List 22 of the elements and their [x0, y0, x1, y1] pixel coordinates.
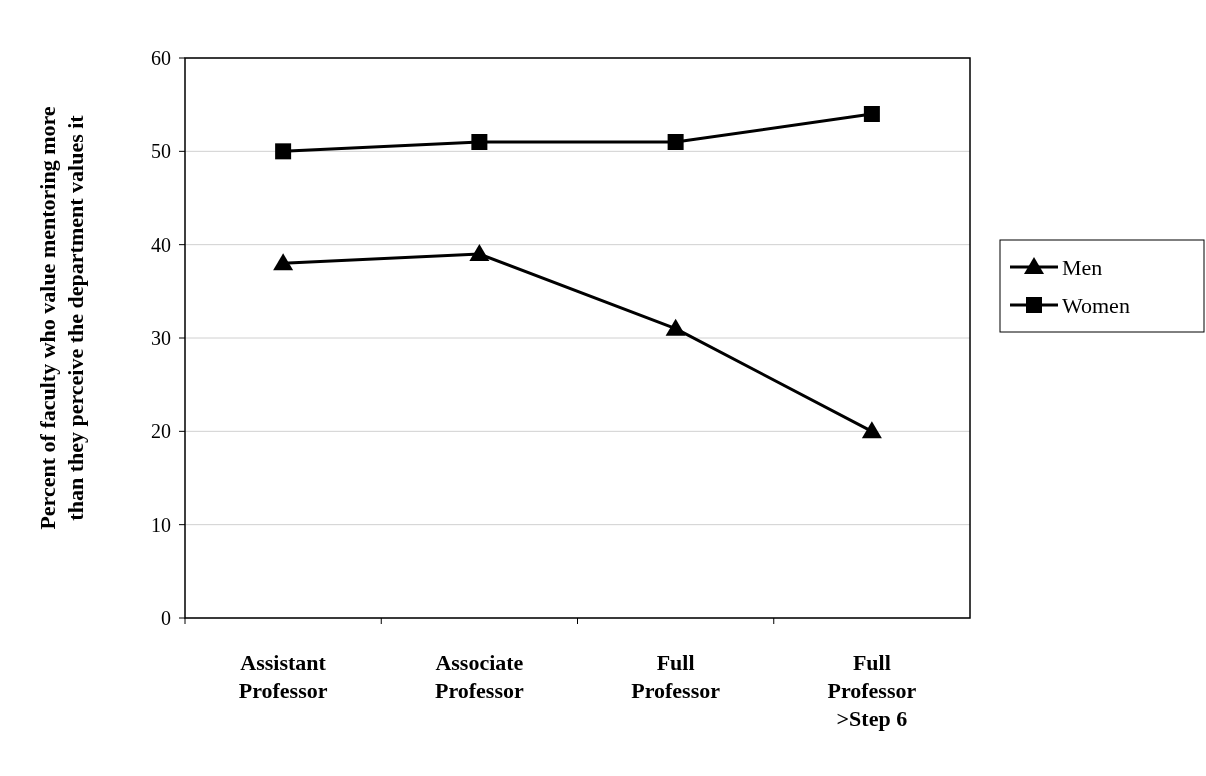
point [665, 318, 686, 336]
x-tick-label: Full Professor [631, 650, 721, 703]
legend-label: Women [1062, 292, 1130, 318]
x-tick-label: Assistant Professor [238, 650, 328, 703]
y-tick-label: 0 [161, 607, 171, 629]
point [469, 244, 490, 261]
y-tick-label: 20 [151, 420, 171, 443]
y-tick-label: 30 [151, 327, 171, 349]
y-tick-label: 10 [151, 513, 171, 536]
x-tick-label: Associate Professor [434, 650, 524, 703]
point [667, 134, 684, 150]
legend-label: Men [1062, 254, 1103, 280]
x-tick-label: Full Professor >Step 6 [827, 650, 917, 731]
y-axis-title: Percent of faculty who value mentoring more than they perceive the department values it [35, 106, 88, 530]
point [861, 421, 882, 439]
y-tick-label: 50 [151, 140, 171, 163]
point [863, 106, 880, 122]
y-tick-label: 40 [151, 233, 171, 256]
point [273, 253, 294, 271]
point [275, 143, 292, 160]
y-tick-label: 60 [151, 47, 171, 69]
point [471, 134, 488, 150]
